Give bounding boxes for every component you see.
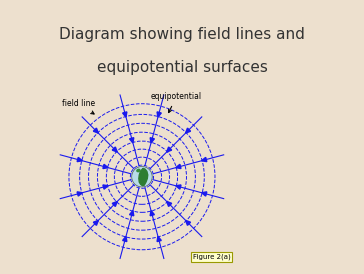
Polygon shape — [176, 185, 181, 189]
Polygon shape — [157, 112, 161, 117]
Polygon shape — [186, 220, 191, 225]
Polygon shape — [202, 157, 207, 162]
Text: Diagram showing field lines and: Diagram showing field lines and — [59, 27, 305, 42]
Circle shape — [132, 167, 152, 187]
Polygon shape — [77, 157, 82, 162]
Polygon shape — [167, 201, 172, 207]
Polygon shape — [202, 192, 207, 196]
Polygon shape — [139, 168, 148, 186]
Polygon shape — [130, 210, 134, 216]
Polygon shape — [112, 147, 117, 152]
Polygon shape — [176, 164, 181, 169]
Text: field line: field line — [62, 99, 95, 114]
Polygon shape — [186, 128, 191, 133]
Polygon shape — [93, 128, 98, 133]
Polygon shape — [112, 201, 117, 207]
Polygon shape — [150, 210, 154, 216]
Polygon shape — [150, 138, 154, 143]
Polygon shape — [167, 147, 172, 152]
Polygon shape — [103, 164, 108, 169]
Polygon shape — [77, 192, 82, 196]
Ellipse shape — [137, 169, 140, 172]
Polygon shape — [130, 138, 134, 143]
Polygon shape — [103, 185, 108, 189]
Polygon shape — [123, 112, 127, 117]
Text: Figure 2(a): Figure 2(a) — [193, 254, 230, 260]
Text: equipotential: equipotential — [151, 92, 202, 113]
Text: equipotential surfaces: equipotential surfaces — [96, 60, 268, 75]
Polygon shape — [157, 236, 161, 242]
Polygon shape — [123, 236, 127, 242]
Polygon shape — [93, 220, 98, 225]
